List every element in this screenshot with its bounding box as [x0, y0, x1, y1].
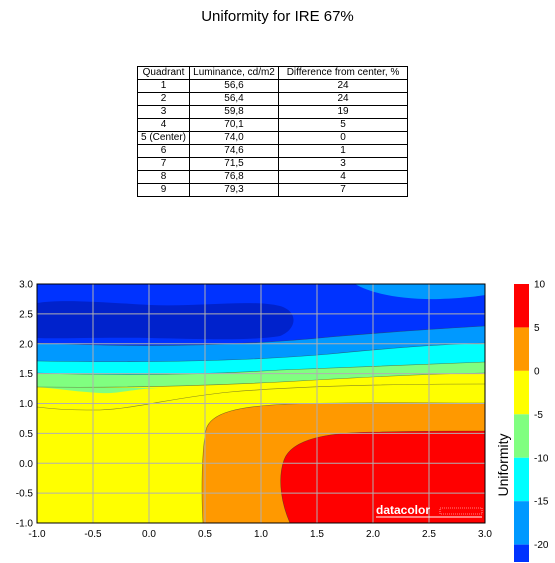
contour-line: [280, 430, 485, 523]
y-tick-labels: 3.0 2.5 2.0 1.5 1.0 0.5 0.0 -0.5 -1.0: [16, 280, 34, 530]
colorbar-tick-label: -5: [534, 410, 543, 421]
colorbar-tick-label: 0: [534, 366, 540, 377]
colorbar-segment: [514, 370, 529, 415]
y-tick-label: 0.0: [19, 459, 33, 470]
contour-line: [37, 325, 485, 346]
table-row: 9 79,3 7: [136, 183, 409, 197]
table-row: 8 76,8 4: [136, 170, 409, 184]
x-tick-label: 0.0: [142, 529, 156, 540]
contour-level-10: [280, 431, 485, 523]
colorbar-segment: [514, 501, 529, 545]
colorbar-tick-label: 5: [534, 323, 540, 334]
y-tick-label: 0.5: [19, 429, 33, 440]
colorbar-tick-label: -10: [534, 453, 549, 464]
x-tick-label: 2.0: [366, 529, 380, 540]
uniformity-table: Quadrant Luminance, cd/m2 Difference fro…: [136, 66, 409, 197]
contour-line: [37, 383, 485, 411]
x-tick-labels: -1.0 -0.5 0.0 0.5 1.0 1.5 2.0 2.5 3.0: [28, 529, 492, 540]
logo-text: datacolor: [376, 503, 430, 517]
y-tick-label: 1.0: [19, 399, 33, 410]
datacolor-logo: datacolor: [376, 503, 483, 518]
cell-quadrant: 9: [136, 183, 191, 197]
y-tick-label: 2.5: [19, 309, 33, 320]
contour-lines: [37, 325, 485, 523]
grid-lines: [36, 283, 486, 524]
colorbar-segment: [514, 284, 529, 328]
table-row: 3 59,8 19: [136, 105, 409, 119]
contour-line: [37, 342, 485, 363]
colorbar-segment: [514, 457, 529, 502]
colorbar-segment: [514, 414, 529, 458]
contour-line: [201, 402, 485, 523]
y-tick-label: 2.0: [19, 339, 33, 350]
colorbar-tick-label: -15: [534, 497, 549, 508]
colorbar-segment: [514, 327, 529, 371]
colorbar-tick-labels: 10 5 0 -5 -10 -15 -20: [534, 280, 549, 552]
y-tick-label: 3.0: [19, 280, 33, 291]
cell-difference: 7: [278, 183, 409, 197]
colorbar-tick-label: 10: [534, 280, 546, 291]
contour-line: [37, 361, 485, 375]
plot-frame: [36, 283, 486, 524]
y-tick-label: -1.0: [16, 519, 34, 530]
colorbar-label: Uniformity: [495, 433, 511, 496]
contour-level-minus15-topright: [355, 284, 485, 300]
y-tick-label: -0.5: [16, 489, 34, 500]
y-tick-label: 1.5: [19, 369, 33, 380]
table-row: 6 74,6 1: [136, 144, 409, 158]
x-tick-label: -0.5: [84, 529, 102, 540]
x-tick-label: 0.5: [198, 529, 212, 540]
colorbar-tick-label: -20: [534, 540, 549, 551]
chart-title: Uniformity for IRE 67%: [201, 8, 354, 25]
colorbar: [514, 284, 529, 562]
x-tick-label: 1.0: [254, 529, 268, 540]
table-row: 2 56,4 24: [136, 92, 409, 106]
table-header-row: Quadrant Luminance, cd/m2 Difference fro…: [136, 66, 409, 80]
contour-level-minus5-left: [37, 387, 160, 394]
colorbar-segment: [514, 544, 529, 562]
table-row: 5 (Center) 74,0 0: [136, 131, 409, 145]
x-tick-label: 1.5: [310, 529, 324, 540]
contour-level-deepest: [37, 301, 294, 340]
contour-line: [37, 372, 485, 388]
x-tick-label: 2.5: [422, 529, 436, 540]
cell-quadrant: 4: [136, 118, 191, 132]
x-tick-label: 3.0: [478, 529, 492, 540]
x-tick-label: -1.0: [28, 529, 46, 540]
